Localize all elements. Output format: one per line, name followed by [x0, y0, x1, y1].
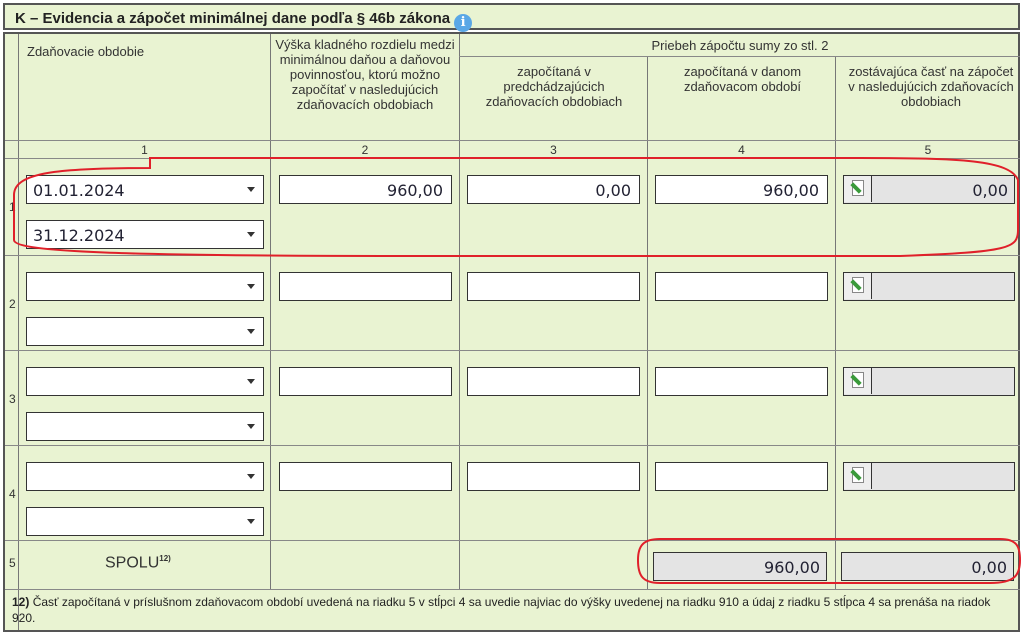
period-to-select[interactable]	[26, 412, 264, 441]
period-from-select[interactable]	[26, 367, 264, 396]
header-col5: zostávajúca časť na zápočet v nasledujúc…	[848, 64, 1014, 109]
row-number: 4	[9, 487, 16, 501]
chevron-down-icon	[247, 424, 255, 429]
col-number-4: 4	[738, 143, 745, 157]
col3-input[interactable]: 0,00	[467, 175, 640, 204]
info-icon[interactable]: i	[454, 14, 473, 32]
col3-input[interactable]	[467, 462, 640, 491]
col5-field	[843, 272, 1015, 301]
chevron-down-icon	[247, 474, 255, 479]
col-number-2: 2	[361, 143, 369, 157]
col-number-5: 5	[924, 143, 932, 157]
col2-input[interactable]	[279, 272, 452, 301]
footnote-ref: 12)	[159, 554, 171, 563]
row-number: 5	[9, 556, 16, 570]
total-col5-field: 0,00	[841, 552, 1014, 581]
period-to-select[interactable]	[26, 317, 264, 346]
period-from-select[interactable]: 01.01.2024	[26, 175, 264, 204]
edit-document-icon[interactable]	[844, 463, 872, 489]
period-from-select[interactable]	[26, 462, 264, 491]
header-col2: Výška kladného rozdielu medzi minimálnou…	[275, 37, 455, 112]
section-title: K – Evidencia a zápočet minimálnej dane …	[15, 10, 451, 27]
footnote-number: 12)	[12, 595, 30, 609]
period-to-value: 31.12.2024	[33, 226, 125, 245]
col4-input[interactable]	[655, 462, 828, 491]
chevron-down-icon	[247, 329, 255, 334]
header-period: Zdaňovacie obdobie	[27, 44, 145, 59]
footnote: 12) Časť započítaná v príslušnom zdaňova…	[12, 594, 1012, 626]
col4-input[interactable]	[655, 272, 828, 301]
col2-input[interactable]	[279, 367, 452, 396]
header-group: Priebeh zápočtu sumy zo stl. 2	[651, 38, 829, 53]
edit-document-icon[interactable]	[844, 176, 872, 202]
col3-input[interactable]	[467, 367, 640, 396]
chevron-down-icon	[247, 379, 255, 384]
row-number: 2	[9, 297, 16, 311]
highlight-row1	[13, 157, 1019, 257]
row-number: 1	[9, 200, 16, 214]
row-number: 3	[9, 392, 16, 406]
header-col4: započítaná v danom zdaňovacom období	[683, 64, 802, 94]
period-to-select[interactable]	[26, 507, 264, 536]
minimum-tax-table: Zdaňovacie obdobie Výška kladného rozdie…	[3, 32, 1020, 632]
chevron-down-icon	[247, 232, 255, 237]
col5-field	[843, 462, 1015, 491]
highlight-totals	[636, 538, 1022, 584]
col2-input[interactable]	[279, 462, 452, 491]
total-label-text: SPOLU	[105, 554, 160, 572]
chevron-down-icon	[247, 187, 255, 192]
total-label: SPOLU12)	[105, 554, 171, 572]
chevron-down-icon	[247, 519, 255, 524]
col2-input[interactable]: 960,00	[279, 175, 452, 204]
edit-document-icon[interactable]	[844, 273, 872, 299]
header-col3: započítaná v predchádzajúcich zdaňovacíc…	[485, 64, 623, 109]
section-title-bar: K – Evidencia a zápočet minimálnej dane …	[3, 3, 1020, 32]
col5-field: 0,00	[843, 175, 1015, 204]
col5-value: 0,00	[972, 181, 1008, 200]
col4-input[interactable]	[655, 367, 828, 396]
edit-document-icon[interactable]	[844, 368, 872, 394]
col3-input[interactable]	[467, 272, 640, 301]
col-number-1: 1	[141, 143, 148, 157]
period-to-select[interactable]: 31.12.2024	[26, 220, 264, 249]
footnote-text: Časť započítaná v príslušnom zdaňovacom …	[12, 595, 991, 625]
col4-input[interactable]: 960,00	[655, 175, 828, 204]
col-number-3: 3	[550, 143, 557, 157]
total-col4-field: 960,00	[653, 552, 827, 581]
period-from-select[interactable]	[26, 272, 264, 301]
period-from-value: 01.01.2024	[33, 181, 125, 200]
chevron-down-icon	[247, 284, 255, 289]
col5-field	[843, 367, 1015, 396]
